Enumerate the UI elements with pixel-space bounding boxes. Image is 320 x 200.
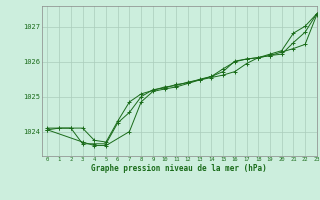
X-axis label: Graphe pression niveau de la mer (hPa): Graphe pression niveau de la mer (hPa) [91, 164, 267, 173]
